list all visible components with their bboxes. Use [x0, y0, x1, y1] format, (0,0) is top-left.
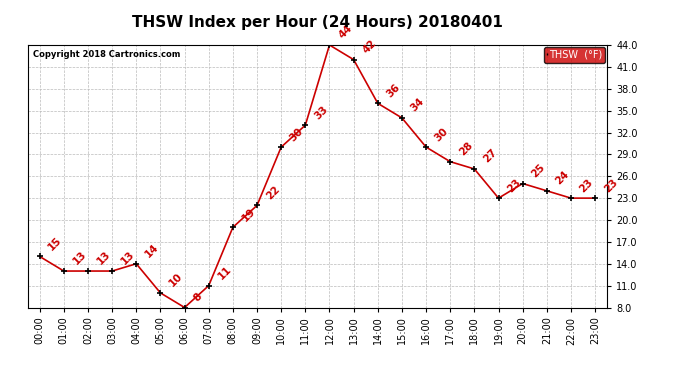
- Text: 34: 34: [409, 96, 426, 114]
- Text: 13: 13: [119, 249, 137, 267]
- Text: 23: 23: [602, 177, 620, 194]
- Text: 24: 24: [554, 169, 571, 187]
- Text: 19: 19: [240, 206, 257, 223]
- Text: 33: 33: [313, 104, 330, 121]
- Text: 28: 28: [457, 140, 475, 158]
- Text: Copyright 2018 Cartronics.com: Copyright 2018 Cartronics.com: [33, 50, 181, 59]
- Text: 44: 44: [337, 23, 354, 41]
- Text: 30: 30: [433, 126, 451, 143]
- Text: 25: 25: [530, 162, 547, 179]
- Text: 36: 36: [385, 82, 402, 99]
- Text: THSW Index per Hour (24 Hours) 20180401: THSW Index per Hour (24 Hours) 20180401: [132, 15, 503, 30]
- Text: 15: 15: [47, 235, 64, 252]
- Text: 11: 11: [216, 264, 233, 282]
- Legend: THSW  (°F): THSW (°F): [544, 47, 605, 63]
- Text: 13: 13: [95, 249, 112, 267]
- Text: 22: 22: [264, 184, 282, 201]
- Text: 23: 23: [506, 177, 523, 194]
- Text: 30: 30: [288, 126, 306, 143]
- Text: 42: 42: [361, 38, 378, 56]
- Text: 27: 27: [482, 147, 499, 165]
- Text: 8: 8: [192, 291, 204, 303]
- Text: 23: 23: [578, 177, 595, 194]
- Text: 10: 10: [168, 272, 185, 289]
- Text: 14: 14: [144, 242, 161, 260]
- Text: 13: 13: [71, 249, 88, 267]
